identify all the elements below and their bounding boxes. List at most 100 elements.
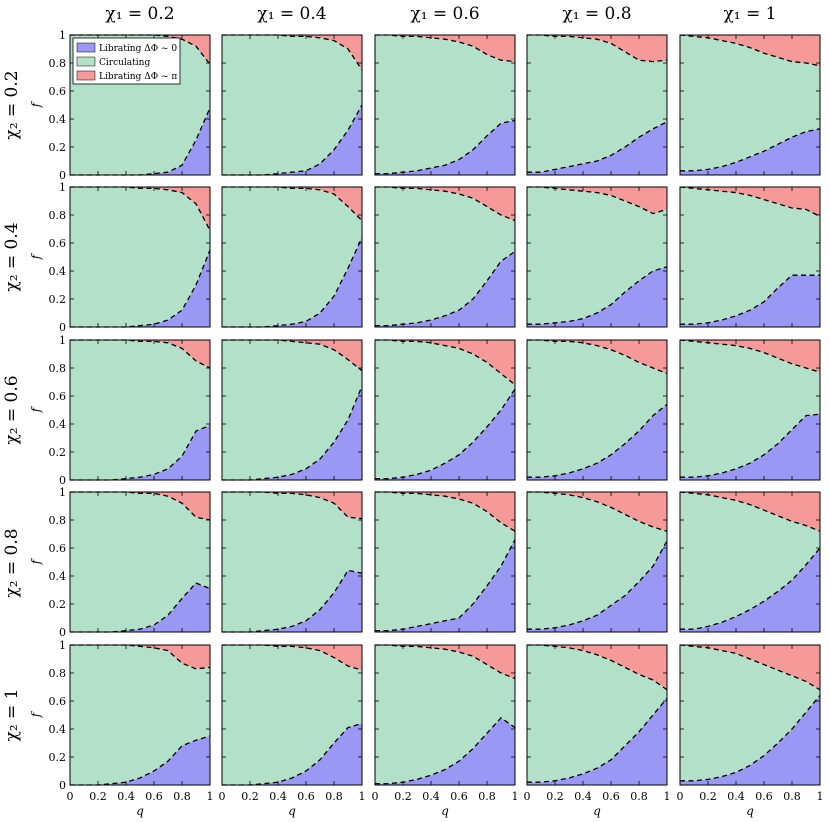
- x-tick-label: 0.6: [450, 790, 468, 803]
- y-tick-label: 1: [59, 29, 66, 42]
- librating-pi-area: [680, 340, 820, 373]
- panel-2-0: 0 0.2 0.4 0.6 0.8 1 f: [29, 334, 211, 487]
- librating-0-area: [527, 541, 667, 632]
- lower-boundary-line: [527, 121, 668, 173]
- librating-0-area: [375, 251, 515, 327]
- librating-0-area: [680, 548, 820, 632]
- librating-0-area: [70, 107, 210, 175]
- panel-0-1: [221, 34, 363, 176]
- panel-frame: [69, 644, 211, 786]
- panel-4-3: 0 0.2 0.4 0.6 0.8 1 q: [524, 644, 671, 818]
- y-tick-label: 0.4: [49, 570, 67, 583]
- x-tick-label: 0.4: [574, 790, 592, 803]
- circulating-area: [375, 35, 515, 174]
- lower-boundary-line: [70, 735, 211, 786]
- lower-boundary-line: [375, 250, 516, 327]
- panel-frame: [221, 186, 363, 328]
- x-tick-label: 0: [67, 790, 74, 803]
- x-axis-label: q: [136, 804, 144, 818]
- y-tick-label: 0.8: [49, 209, 67, 222]
- x-tick-label: 1: [359, 790, 366, 803]
- row-title: χ₂ = 0.8: [2, 528, 22, 597]
- panel-4-0: 0 0.2 0.4 0.6 0.8 1 f 0 0.2 0.4 0.6 0.8 1 q: [29, 639, 214, 818]
- circulating-area: [222, 187, 362, 327]
- y-tick-label: 0.2: [49, 598, 67, 611]
- panel-0-4: [679, 34, 821, 176]
- circulating-area: [375, 187, 515, 326]
- circulating-area: [375, 340, 515, 479]
- librating-0-area: [70, 250, 210, 327]
- y-tick-label: 0.4: [49, 265, 67, 278]
- upper-boundary-line: [222, 186, 363, 222]
- column-title: χ₁ = 0.2: [105, 4, 174, 24]
- librating-pi-area: [527, 492, 667, 532]
- panel-2-4: [679, 339, 821, 481]
- lower-boundary-line: [375, 539, 516, 632]
- lower-boundary-line: [680, 547, 821, 630]
- librating-pi-area: [70, 35, 210, 65]
- lower-boundary-line: [222, 104, 363, 176]
- x-tick-label: 0.6: [145, 790, 163, 803]
- y-tick-label: 0.2: [49, 141, 67, 154]
- row-title: χ₂ = 1: [2, 689, 22, 742]
- y-axis-label: f: [29, 710, 43, 718]
- librating-pi-area: [375, 492, 515, 532]
- x-tick-label: 0.2: [546, 790, 564, 803]
- x-tick-label: 0.2: [89, 790, 107, 803]
- y-tick-label: 0.2: [49, 293, 67, 306]
- panel-1-3: [526, 186, 668, 328]
- panel-frame: [221, 644, 363, 786]
- librating-pi-area: [527, 645, 667, 690]
- upper-boundary-line: [679, 491, 821, 532]
- upper-boundary-line: [375, 34, 516, 63]
- upper-boundary-line: [222, 491, 363, 520]
- upper-boundary-line: [222, 34, 363, 71]
- circulating-area: [527, 340, 667, 478]
- librating-0-area: [222, 570, 362, 632]
- upper-boundary-line: [679, 34, 821, 67]
- lower-boundary-line: [680, 694, 821, 782]
- row-title: χ₂ = 0.6: [2, 375, 22, 444]
- x-tick-label: 0.8: [783, 790, 801, 803]
- legend-label: Circulating: [99, 58, 150, 68]
- x-tick-label: 1: [512, 790, 519, 803]
- panel-4-1: 0 0.2 0.4 0.6 0.8 1 q: [219, 644, 366, 818]
- librating-0-area: [527, 266, 667, 327]
- y-tick-label: 0.6: [49, 85, 67, 98]
- librating-0-area: [680, 275, 820, 327]
- y-tick-label: 0.6: [49, 237, 67, 250]
- y-axis-label: f: [29, 100, 43, 108]
- row-title: χ₂ = 0.4: [2, 222, 22, 291]
- panel-frame: [526, 339, 668, 481]
- circulating-area: [375, 645, 515, 784]
- y-tick-label: 0: [59, 779, 66, 792]
- x-tick-label: 1: [207, 790, 214, 803]
- panel-frame: [374, 34, 516, 176]
- circulating-area: [527, 35, 667, 173]
- x-tick-label: 0.4: [269, 790, 287, 803]
- panel-2-1: [221, 339, 363, 481]
- upper-boundary-line: [222, 339, 363, 372]
- panel-frame: [374, 644, 516, 786]
- panel-frame: [526, 34, 668, 176]
- librating-0-area: [375, 717, 515, 785]
- circulating-area: [680, 492, 820, 630]
- panel-frame: [526, 491, 668, 633]
- upper-boundary-line: [527, 34, 668, 63]
- x-tick-label: 0.4: [117, 790, 135, 803]
- librating-0-area: [680, 414, 820, 480]
- panel-frame: [679, 644, 821, 786]
- upper-boundary-line: [527, 491, 668, 532]
- x-tick-label: 0.4: [422, 790, 440, 803]
- circulating-area: [70, 187, 210, 327]
- x-tick-label: 0.2: [241, 790, 259, 803]
- librating-pi-area: [375, 645, 515, 679]
- librating-pi-area: [222, 340, 362, 371]
- lower-boundary-line: [680, 413, 821, 478]
- panel-frame: [679, 339, 821, 481]
- column-title: χ₁ = 0.6: [410, 4, 479, 24]
- librating-0-area: [680, 128, 820, 175]
- y-tick-label: 0.4: [49, 723, 67, 736]
- librating-0-area: [70, 583, 210, 632]
- librating-0-area: [375, 120, 515, 175]
